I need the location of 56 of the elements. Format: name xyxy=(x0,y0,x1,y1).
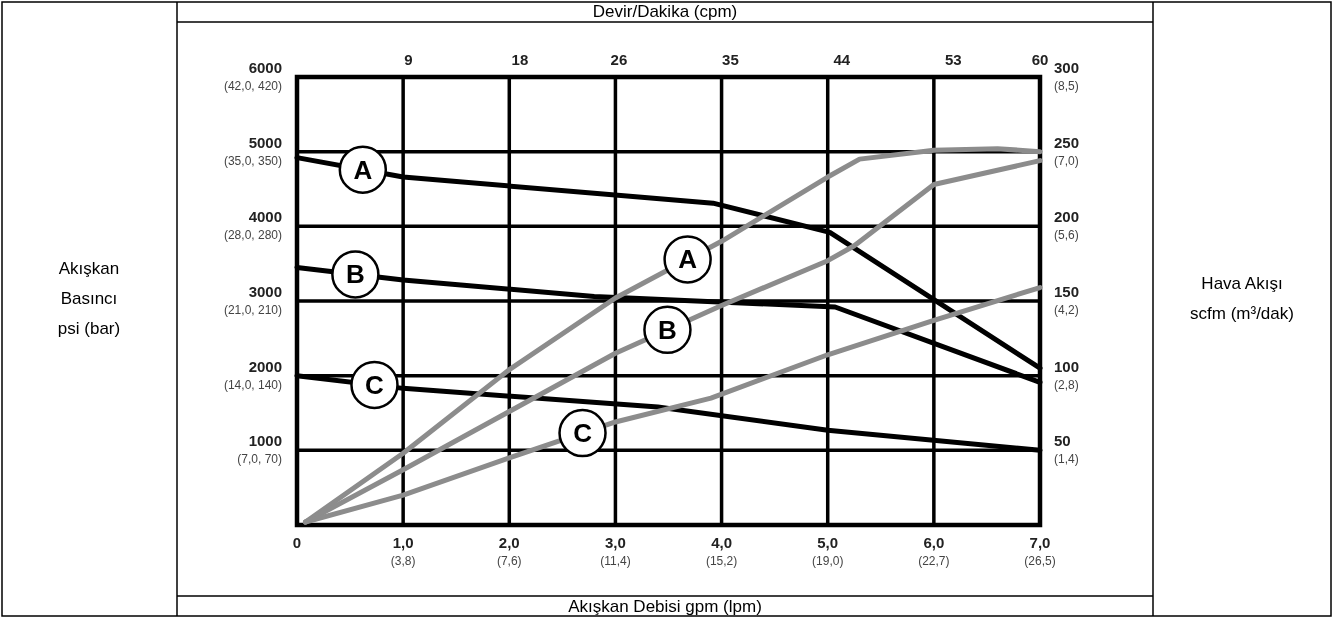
x2-tick-label: 53 xyxy=(944,51,962,68)
y2-tick-label: 50 xyxy=(1054,432,1071,450)
series-label: B xyxy=(345,259,365,290)
text: (7,6) xyxy=(496,554,522,568)
y-tick-label: 6000 xyxy=(248,59,282,76)
text: (3,8) xyxy=(390,554,416,568)
text: (35,0, 350) xyxy=(223,153,282,168)
y-tick-label: 3000 xyxy=(248,283,282,300)
x2-tick-label: 9 xyxy=(404,51,413,68)
x-tick-label: 7,0 xyxy=(1029,534,1051,551)
series-label: C xyxy=(365,369,385,400)
x2-axis-title: Devir/Dakika (cpm) xyxy=(592,2,738,21)
y2-tick-label: 300 xyxy=(1054,59,1080,76)
x2-tick-label: 60 xyxy=(1031,51,1049,68)
text: (5,6) xyxy=(1054,228,1079,243)
text: (22,7) xyxy=(918,554,950,568)
x2-tick-label: 18 xyxy=(511,51,529,68)
text: (26,5) xyxy=(1024,554,1056,568)
y2-tick-label: 100 xyxy=(1054,357,1080,375)
series-label: A xyxy=(353,154,373,185)
x-tick-label: 5,0 xyxy=(817,534,839,551)
y2-tick-label: 250 xyxy=(1054,133,1080,151)
y-tick-label: 4000 xyxy=(248,208,282,226)
y2-tick-label: 150 xyxy=(1054,283,1080,300)
text: (1,4) xyxy=(1054,452,1079,467)
x-axis-title: Akışkan Debisi gpm (lpm) xyxy=(568,597,762,616)
text: (14,0, 140) xyxy=(223,377,282,392)
x2-tick-label: 26 xyxy=(610,51,628,68)
x2-tick-label: 35 xyxy=(722,51,739,68)
x-tick-label: 4,0 xyxy=(711,534,732,551)
x-tick-label: 2,0 xyxy=(498,534,520,551)
text: (4,2) xyxy=(1054,303,1079,317)
text: Hava Akışı scfm (m³/dak) xyxy=(1190,274,1294,324)
text: (2,8) xyxy=(1054,377,1079,392)
x-tick-label: 0 xyxy=(292,534,302,551)
y-tick-label: 1000 xyxy=(248,432,282,450)
x2-tick-label: 44 xyxy=(833,51,851,68)
x-tick-label: 6,0 xyxy=(923,534,945,551)
y-tick-label: 2000 xyxy=(248,357,282,375)
text: (19,0) xyxy=(812,554,844,568)
text: Akışkan Basıncı psi (bar) xyxy=(57,259,121,339)
series-label: C xyxy=(573,418,593,449)
text: (21,0, 210) xyxy=(223,303,282,317)
series-label: B xyxy=(658,314,677,345)
text: (28,0, 280) xyxy=(223,228,282,243)
x-tick-label: 3,0 xyxy=(605,534,626,551)
y-tick-label: 5000 xyxy=(248,133,282,151)
text: (42,0, 420) xyxy=(223,79,282,93)
text: (11,4) xyxy=(600,554,631,568)
text: (15,2) xyxy=(705,554,738,568)
series-label: A xyxy=(678,244,698,275)
x-tick-label: 1,0 xyxy=(392,534,414,551)
text: (8,5) xyxy=(1054,79,1079,93)
text: (7,0, 70) xyxy=(237,452,282,467)
text: (7,0) xyxy=(1054,153,1079,168)
y2-tick-label: 200 xyxy=(1054,208,1080,226)
